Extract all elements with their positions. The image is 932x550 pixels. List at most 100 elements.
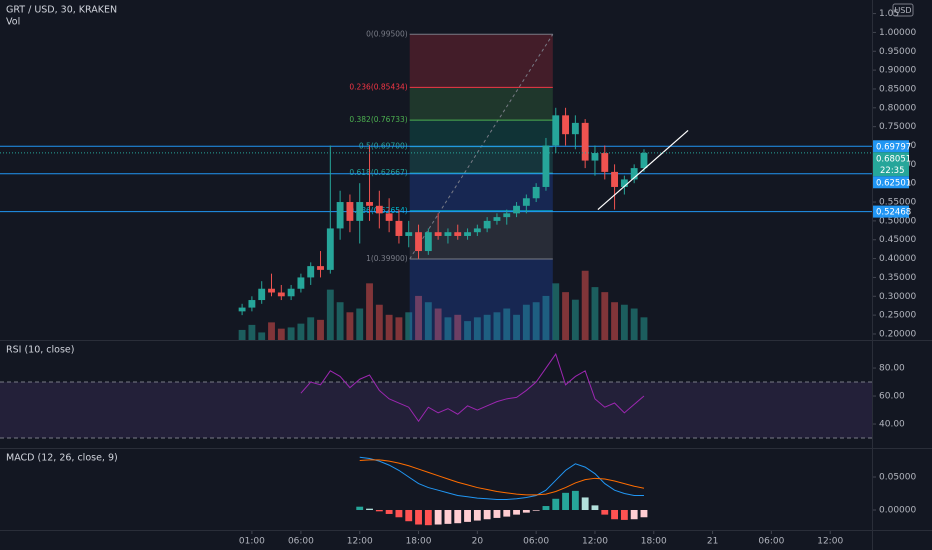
y-tick-label: 0.80000 <box>879 103 916 113</box>
currency[interactable]: USD <box>894 6 911 15</box>
macd-histogram <box>473 510 481 521</box>
candle-body <box>493 217 501 221</box>
fib-zone <box>409 120 553 147</box>
candle-body <box>277 292 285 297</box>
price-label-box <box>873 140 909 153</box>
candle-body <box>444 232 452 236</box>
candle-body <box>326 228 334 270</box>
macd-histogram <box>424 510 432 526</box>
rsi-title: RSI (10, close) <box>6 345 74 356</box>
candle-body <box>268 288 275 293</box>
macd-histogram <box>434 510 442 525</box>
price-label-box <box>873 152 909 177</box>
macd-histogram <box>375 510 383 512</box>
volume-bar <box>356 308 364 340</box>
volume-bar <box>336 302 344 340</box>
volume-bar <box>287 327 295 340</box>
volume-bar <box>503 308 511 340</box>
x-tick-label: 06:00 <box>758 537 784 547</box>
macd-histogram <box>444 510 452 524</box>
fib-zone <box>409 173 553 211</box>
candle-body <box>620 179 628 187</box>
candle-body <box>522 198 530 206</box>
macd-histogram <box>385 510 393 514</box>
x-tick-label: 12:00 <box>817 537 843 547</box>
y-tick-label: 0.20000 <box>879 329 916 339</box>
volume-bar <box>620 304 628 340</box>
candle-body <box>395 220 403 236</box>
candle-body <box>258 288 266 301</box>
volume-bar <box>552 283 560 340</box>
fib-zone <box>409 258 553 340</box>
y-tick-label: 0.05000 <box>879 472 916 482</box>
volume-bar <box>483 314 491 340</box>
volume-bar <box>268 322 275 340</box>
macd-histogram <box>513 510 520 515</box>
volume-bar <box>424 302 432 340</box>
macd-histogram <box>571 490 579 510</box>
fib-zone <box>409 146 553 174</box>
rsi-line <box>300 352 645 423</box>
candle-body <box>248 300 256 308</box>
volume-bar <box>473 317 481 340</box>
x-tick-label: 18:00 <box>406 537 432 547</box>
rsi-band <box>0 382 872 439</box>
macd-histogram <box>640 510 648 518</box>
volume-bar <box>317 319 324 340</box>
volume-bar <box>601 292 609 340</box>
price-label: 0.52468 <box>876 208 911 218</box>
y-tick-label: 0.75000 <box>879 122 916 132</box>
macd-histogram <box>395 510 403 518</box>
macd-title: MACD (12, 26, close, 9) <box>6 453 118 464</box>
candle-body <box>611 171 618 187</box>
volume-bar <box>611 302 618 340</box>
volume-bar <box>542 295 550 340</box>
macd-histogram <box>601 510 609 515</box>
volume-bar <box>464 321 471 340</box>
candle-body <box>562 115 569 135</box>
candle-body <box>297 277 305 289</box>
volume-bar <box>326 289 334 340</box>
macd-histogram <box>464 510 471 522</box>
candle-body <box>552 115 560 146</box>
macd-histogram <box>532 510 540 511</box>
candle-body <box>317 266 324 270</box>
x-tick-label: 06:00 <box>523 537 549 547</box>
candle-body <box>366 202 373 206</box>
fib-label: 0.236(0.85434) <box>349 82 407 91</box>
volume-bar <box>513 314 520 340</box>
candle-body <box>473 228 481 233</box>
currency-box[interactable] <box>892 3 914 17</box>
candle-body <box>640 152 648 169</box>
y-tick-label: 1.05 <box>879 9 899 19</box>
macd-histogram <box>454 510 462 524</box>
candle-body <box>601 153 609 172</box>
volume-bar <box>248 324 256 340</box>
macd-histogram <box>630 510 638 520</box>
candle-body <box>571 122 579 135</box>
fib-label: 0.382(0.76733) <box>349 115 407 124</box>
macd-histogram <box>405 510 413 522</box>
macd-histogram <box>620 510 628 520</box>
macd-histogram <box>356 506 364 510</box>
volume-bar <box>405 312 413 340</box>
candle-body <box>503 213 511 218</box>
volume-title: Vol <box>6 17 20 28</box>
y-tick-label: 0.85000 <box>879 84 916 94</box>
macd-histogram <box>611 510 618 520</box>
macd-histogram <box>581 497 589 510</box>
candle-body <box>591 153 599 161</box>
x-tick-label: 18:00 <box>641 537 667 547</box>
macd-histogram <box>503 510 511 517</box>
macd-line <box>359 459 645 496</box>
y-tick-label: 0.00000 <box>879 506 916 516</box>
price-label-box <box>873 176 909 189</box>
y-tick-label: 40.00 <box>879 420 905 430</box>
volume-bar <box>591 287 599 340</box>
y-tick-label: 0.35000 <box>879 273 916 283</box>
volume-bar <box>640 317 648 340</box>
candle-body <box>581 122 589 161</box>
fib-zone <box>409 87 553 121</box>
